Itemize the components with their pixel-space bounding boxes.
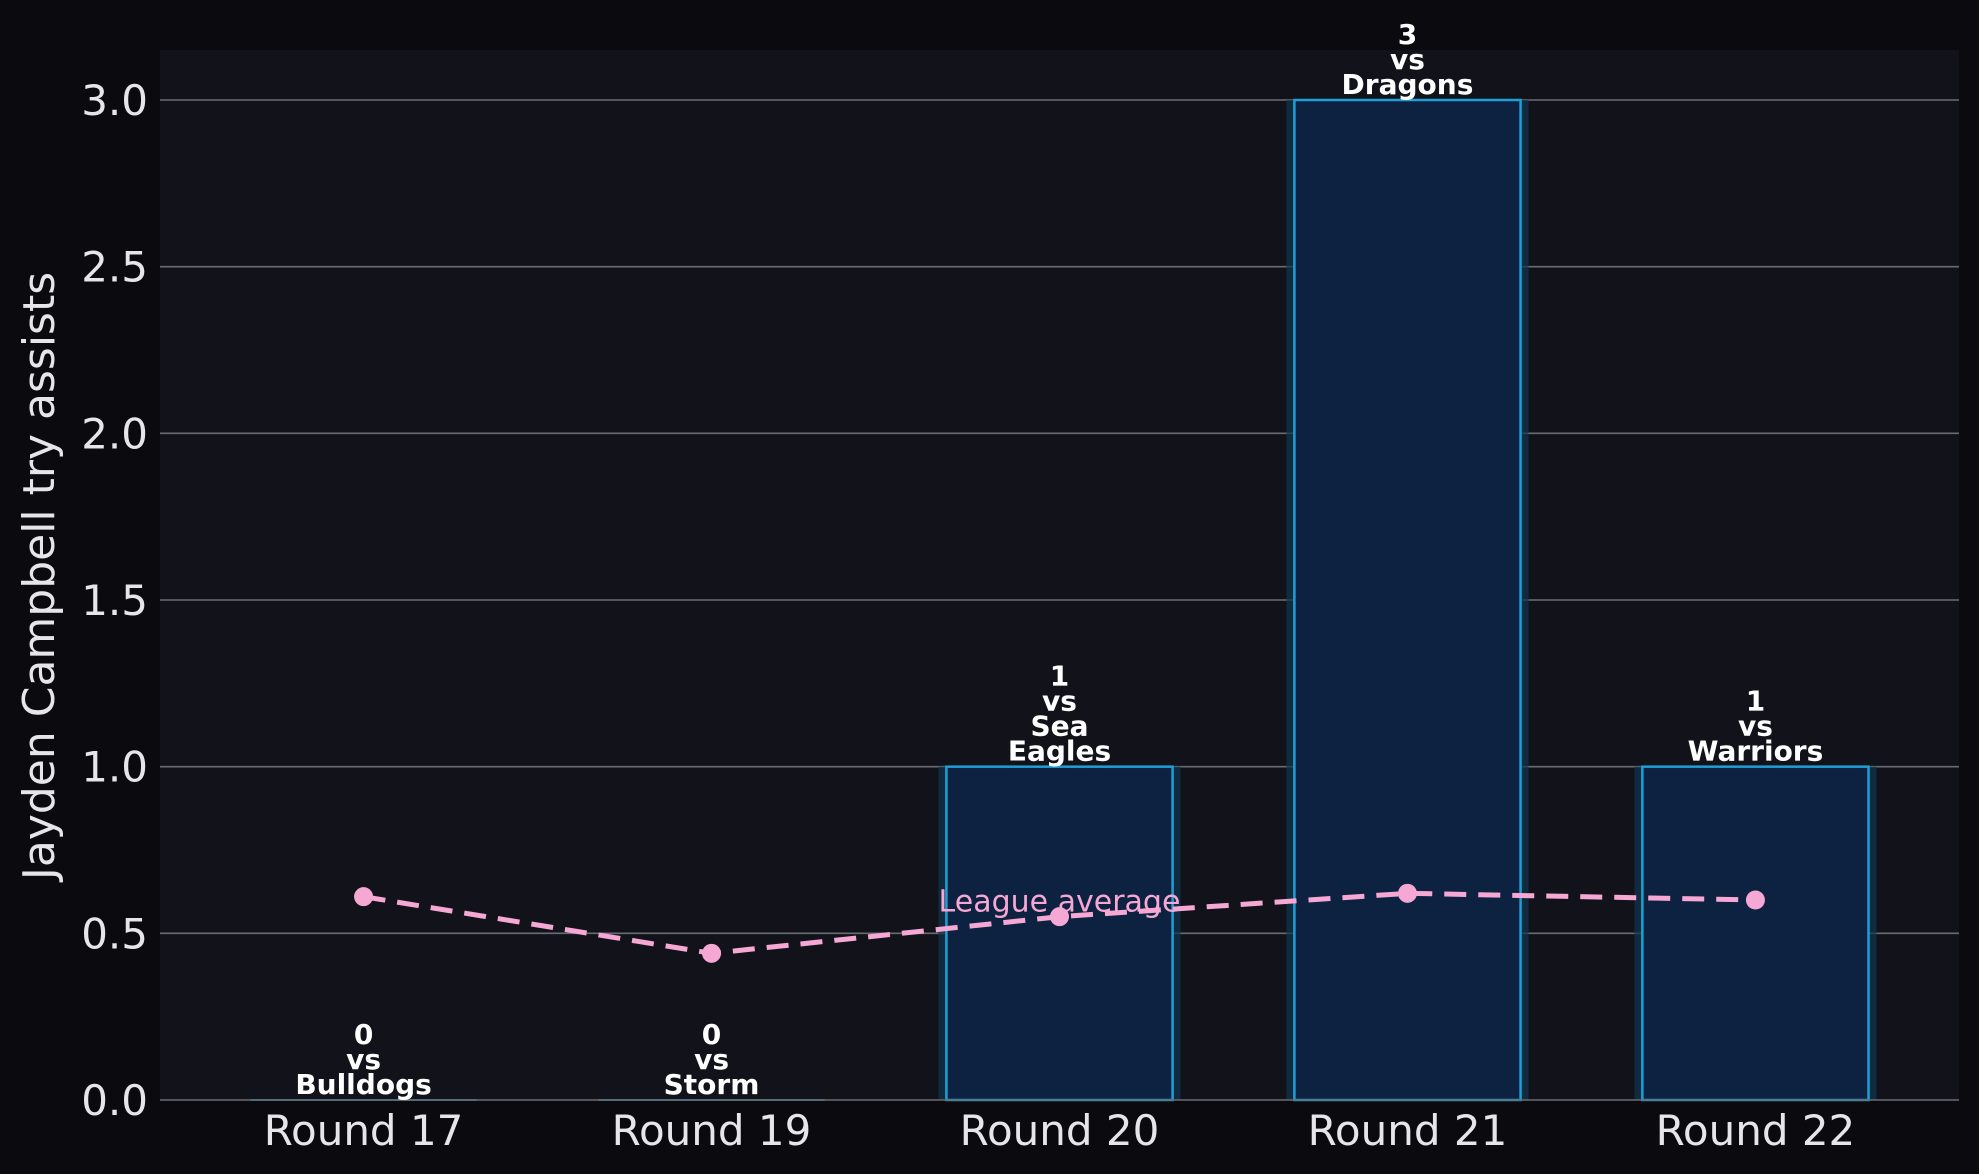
bar (945, 765, 1174, 1102)
bar-value-label: 0 vs Bulldogs (295, 1018, 431, 1101)
bar-value-label: 3 vs Dragons (1342, 18, 1474, 101)
x-tick-label: Round 17 (264, 1106, 464, 1155)
league-average-point (1397, 883, 1417, 903)
bar-value-label: 1 vs Warriors (1688, 685, 1824, 768)
y-tick-label: 3.0 (81, 76, 148, 125)
y-tick-label: 0.5 (81, 909, 148, 958)
x-tick-label: Round 19 (612, 1106, 812, 1155)
y-axis-ticks: 0.0 0.5 1.0 1.5 2.0 2.5 3.0 (81, 76, 148, 1125)
league-average-point (354, 887, 374, 907)
x-tick-label: Round 22 (1656, 1106, 1856, 1155)
y-tick-label: 1.5 (81, 576, 148, 625)
y-tick-label: 2.0 (81, 409, 148, 458)
y-tick-label: 0.0 (81, 1076, 148, 1125)
x-tick-label: Round 20 (960, 1106, 1160, 1155)
y-tick-label: 1.0 (81, 743, 148, 792)
league-average-point (1745, 890, 1765, 910)
league-average-label: League average (939, 885, 1181, 920)
bars (250, 98, 1877, 1102)
bar (1641, 765, 1870, 1102)
league-average-line (363, 890, 1756, 956)
bar-value-label: 0 vs Storm (664, 1018, 760, 1101)
bar-value-label: 1 vs Sea Eagles (1008, 660, 1111, 768)
y-axis-title: Jayden Campbell try assists (14, 272, 65, 883)
bar-labels: 0 vs Bulldogs 0 vs Storm 1 vs Sea Eagles 3 vs Dragon… (295, 18, 1823, 1101)
y-tick-label: 2.5 (81, 243, 148, 292)
x-tick-label: Round 21 (1308, 1106, 1508, 1155)
league-average-series: League average (354, 883, 1765, 963)
league-average-point (702, 943, 722, 963)
x-axis-ticks: Round 17 Round 19 Round 20 Round 21 Round 22 (264, 1106, 1856, 1155)
bar (1293, 98, 1522, 1102)
league-average-point (1050, 907, 1069, 927)
